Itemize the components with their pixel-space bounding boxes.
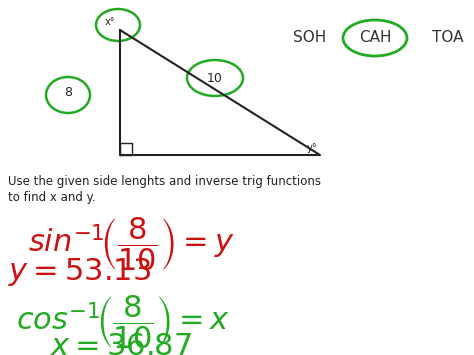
- Text: $\mathit{sin}^{-1}\!\left(\dfrac{8}{10}\right)=y$: $\mathit{sin}^{-1}\!\left(\dfrac{8}{10}\…: [28, 215, 235, 273]
- Text: TOA: TOA: [432, 31, 464, 45]
- Text: y°: y°: [307, 143, 317, 153]
- Text: to find x and y.: to find x and y.: [8, 191, 96, 204]
- Text: SOH: SOH: [293, 31, 327, 45]
- Text: CAH: CAH: [359, 31, 391, 45]
- Text: $y=53.13$: $y=53.13$: [8, 256, 151, 288]
- Text: 10: 10: [207, 71, 223, 84]
- Text: x°: x°: [105, 17, 115, 27]
- Text: Use the given side lenghts and inverse trig functions: Use the given side lenghts and inverse t…: [8, 175, 321, 188]
- Text: $x=36.87$: $x=36.87$: [50, 332, 192, 355]
- Text: 8: 8: [64, 87, 72, 99]
- Text: $\mathit{cos}^{-1}\!\left(\dfrac{8}{10}\right)=x$: $\mathit{cos}^{-1}\!\left(\dfrac{8}{10}\…: [16, 293, 230, 350]
